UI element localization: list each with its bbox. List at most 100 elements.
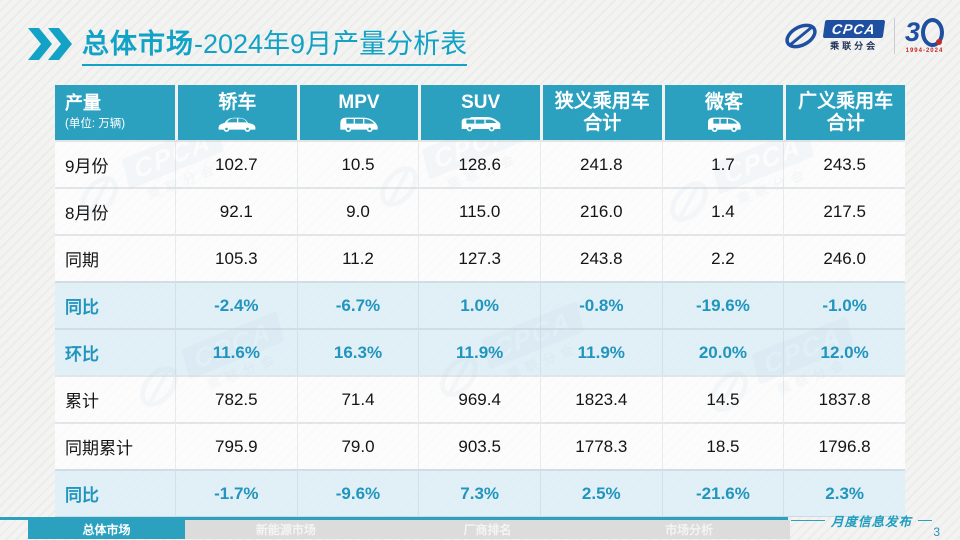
- table-cell: 18.5: [661, 422, 784, 469]
- row-label: 同期累计: [55, 422, 175, 469]
- cpca-swoosh-icon: [785, 23, 817, 49]
- table-cell: 20.0%: [661, 328, 784, 375]
- footer-tab-2[interactable]: 厂商排名: [463, 522, 512, 537]
- footer-tab-1[interactable]: 新能源市场: [255, 522, 316, 537]
- table-cell: -6.7%: [296, 281, 419, 328]
- table-cell: 11.6%: [175, 328, 297, 375]
- footer-tab-3[interactable]: 市场分析: [665, 522, 714, 537]
- table-cell: -0.8%: [539, 281, 662, 328]
- table-cell: 1.7: [661, 140, 784, 187]
- table-cell: 7.3%: [418, 469, 540, 517]
- column-label: MPV: [338, 92, 380, 114]
- footer-tab-strip: 新能源市场 厂商排名 市场分析: [185, 519, 790, 539]
- table-cell: 11.9%: [418, 328, 540, 375]
- anniversary-number: 3: [904, 17, 920, 47]
- suv-icon: [421, 115, 540, 133]
- table-cell: 795.9: [175, 422, 297, 469]
- table-cell: 9.0: [296, 187, 419, 234]
- column-header-suv: SUV: [418, 85, 540, 140]
- table-cell: 11.9%: [539, 328, 662, 375]
- page-title: 总体市场-2024年9月产量分析表: [82, 22, 468, 66]
- anniversary-logo: 3 1994-2024: [893, 17, 944, 54]
- cpca-logo: CPCA 乘联分会: [783, 19, 886, 53]
- table-cell: 216.0: [539, 187, 662, 234]
- row-label: 累计: [55, 375, 175, 422]
- table-cell: 10.5: [296, 140, 419, 187]
- table-cell: 241.8: [539, 140, 662, 187]
- table-cell: -1.0%: [783, 281, 905, 328]
- column-header-broad-pv-total: 广义乘用车 合计: [783, 85, 905, 140]
- table-cell: 782.5: [175, 375, 297, 422]
- table-cell: 127.3: [418, 234, 540, 281]
- table-row: 同期 105.3 11.2 127.3 243.8 2.2 246.0: [55, 234, 905, 281]
- column-label: 广义乘用车: [798, 90, 894, 112]
- table-row: 同比 -2.4% -6.7% 1.0% -0.8% -19.6% -1.0%: [55, 281, 905, 328]
- production-table-wrap: 产量 (单位: 万辆) 轿车 MPV SUV 狭义乘用车 合计 微客 广义乘用车 合计 9月份…: [55, 85, 905, 517]
- table-body: 9月份 102.7 10.5 128.6 241.8 1.7 243.5 8月份 92.1 9.0…: [55, 140, 905, 517]
- footer-note-text: 月度信息发布: [830, 514, 912, 529]
- table-cell: 2.2: [661, 234, 784, 281]
- table-row: 8月份 92.1 9.0 115.0 216.0 1.4 217.5: [55, 187, 905, 234]
- table-cell: 1.0%: [418, 281, 540, 328]
- row-label: 8月份: [55, 187, 175, 234]
- table-cell: 11.2: [296, 234, 419, 281]
- table-header-row: 产量 (单位: 万辆) 轿车 MPV SUV 狭义乘用车 合计 微客 广义乘用车 合计: [55, 85, 905, 140]
- footer-divider: [0, 517, 788, 520]
- page-title-suffix: -2024年9月产量分析表: [194, 29, 468, 59]
- column-label-line2: 合计: [583, 112, 622, 134]
- table-cell: 1837.8: [783, 375, 905, 422]
- note-dash-right: [918, 519, 932, 522]
- row-label: 9月份: [55, 140, 175, 187]
- column-header-sedan: 轿车: [175, 85, 297, 140]
- page-title-prefix: 总体市场: [82, 29, 194, 59]
- table-row: 累计 782.5 71.4 969.4 1823.4 14.5 1837.8: [55, 375, 905, 422]
- row-label: 同期: [55, 234, 175, 281]
- column-label: SUV: [461, 92, 501, 114]
- table-cell: 105.3: [175, 234, 297, 281]
- table-cell: 2.5%: [539, 469, 662, 517]
- table-cell: -2.4%: [175, 281, 297, 328]
- footer-note: 月度信息发布: [790, 511, 932, 530]
- footer-tab-0[interactable]: 总体市场: [28, 519, 185, 539]
- table-cell: 1796.8: [783, 422, 905, 469]
- table-cell: 217.5: [783, 187, 905, 234]
- row-label: 同比: [55, 469, 175, 517]
- table-cell: -19.6%: [661, 281, 784, 328]
- column-header-metric: 产量 (单位: 万辆): [55, 85, 175, 140]
- note-dash-left: [790, 519, 825, 522]
- page-number: 3: [933, 525, 940, 539]
- column-label-line2: 合计: [826, 112, 865, 134]
- table-row: 环比 11.6% 16.3% 11.9% 11.9% 20.0% 12.0%: [55, 328, 905, 375]
- table-cell: 1823.4: [539, 375, 662, 422]
- table-cell: -21.6%: [661, 469, 784, 517]
- column-label: 轿车: [218, 92, 257, 114]
- column-label: 狭义乘用车: [554, 90, 650, 112]
- anniversary-zero-icon: [921, 18, 944, 47]
- table-cell: 903.5: [418, 422, 540, 469]
- double-chevron-icon: [28, 28, 72, 60]
- logo-area: CPCA 乘联分会 3 1994-2024: [783, 18, 944, 54]
- cpca-subtitle: 乘联分会: [830, 41, 879, 51]
- table-cell: 115.0: [418, 187, 540, 234]
- table-cell: 243.5: [783, 140, 905, 187]
- table-cell: 1.4: [661, 187, 784, 234]
- title-row: 总体市场-2024年9月产量分析表: [28, 22, 468, 66]
- mpv-icon: [300, 115, 419, 133]
- anniversary-years: 1994-2024: [905, 48, 944, 54]
- table-cell: 79.0: [296, 422, 419, 469]
- table-cell: 14.5: [661, 375, 784, 422]
- column-header-mpv: MPV: [296, 85, 419, 140]
- table-cell: -1.7%: [175, 469, 297, 517]
- table-cell: 243.8: [539, 234, 662, 281]
- table-cell: 16.3%: [296, 328, 419, 375]
- table-cell: 246.0: [783, 234, 905, 281]
- column-header-microvan: 微客: [661, 85, 784, 140]
- row-label: 环比: [55, 328, 175, 375]
- production-table: 产量 (单位: 万辆) 轿车 MPV SUV 狭义乘用车 合计 微客 广义乘用车 合计 9月份…: [55, 85, 905, 517]
- table-cell: 128.6: [418, 140, 540, 187]
- sedan-icon: [178, 115, 297, 133]
- column-label: 微客: [704, 92, 743, 114]
- metric-label: 产量: [65, 92, 101, 113]
- table-row: 同比 -1.7% -9.6% 7.3% 2.5% -21.6% 2.3%: [55, 469, 905, 517]
